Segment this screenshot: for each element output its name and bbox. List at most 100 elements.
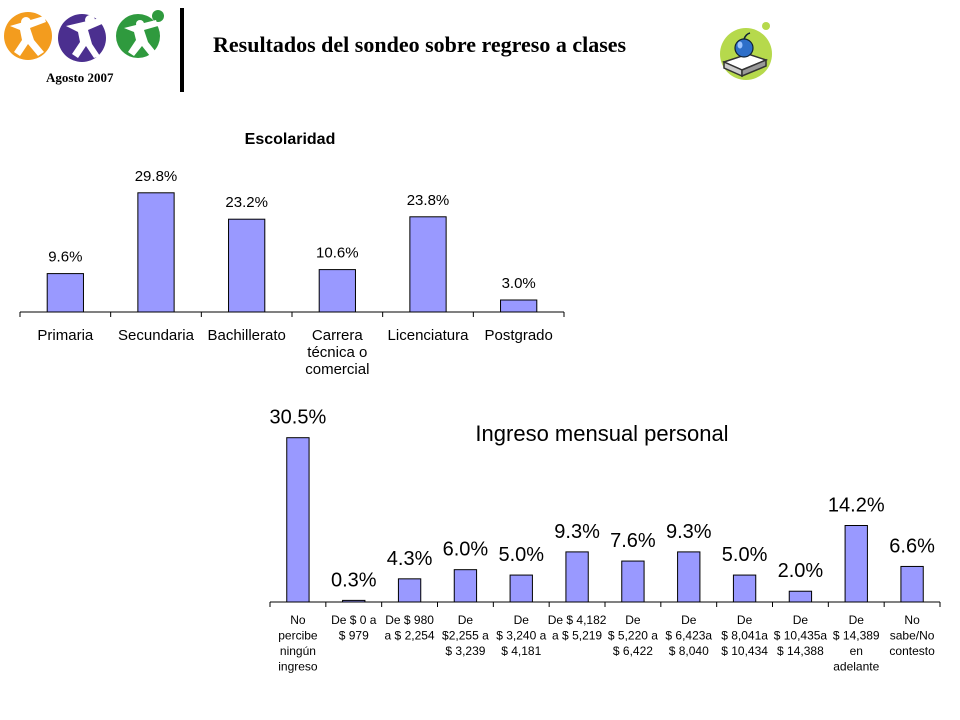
book-apple-icon (714, 20, 774, 82)
bar (46, 273, 84, 313)
category-label-line: adelante (833, 660, 879, 674)
category-label: Postgrado (484, 327, 552, 344)
category-label-line: Licenciatura (388, 327, 470, 344)
category-label: De $ 8,041a$ 10,434 (721, 613, 768, 658)
data-label: 0.3% (331, 569, 377, 591)
category-label-line: De (849, 613, 865, 627)
data-label: 9.3% (666, 521, 712, 543)
bar (900, 565, 924, 603)
data-label: 4.3% (387, 548, 433, 570)
data-label: 14.2% (828, 495, 885, 517)
escolaridad-chart-title: Escolaridad (245, 131, 336, 148)
category-label-line: $ 8,041a (721, 629, 768, 643)
logo-figure-orange-icon (4, 12, 52, 60)
category-label: De $ 10,435a$ 14,388 (774, 613, 828, 658)
category-label-line: $ 979 (339, 629, 369, 643)
category-label-line: comercial (305, 361, 369, 378)
category-label-line: ingreso (278, 660, 318, 674)
category-label-line: $ 3,240 a (496, 629, 546, 643)
category-label-line: De (681, 613, 697, 627)
category-label: De $ 0 a $ 979 (331, 613, 377, 643)
category-label: De $ 3,240 a$ 4,181 (496, 613, 546, 658)
category-label-line: $ 8,040 (669, 644, 709, 658)
bar (565, 551, 589, 603)
category-label-line: $ 5,220 a (608, 629, 658, 643)
data-label: 7.6% (610, 530, 656, 552)
data-label: 6.0% (443, 539, 489, 561)
bar (844, 525, 868, 603)
bar (409, 216, 447, 313)
category-label: De $ 980 a $ 2,254 (385, 613, 435, 643)
category-label-line: técnica o (307, 344, 367, 361)
data-label: 29.8% (135, 168, 178, 185)
category-label-line: No (904, 613, 920, 627)
category-label-line: $ 4,181 (501, 644, 541, 658)
category-label-line: No (290, 613, 306, 627)
category-label: De $ 6,423a$ 8,040 (665, 613, 712, 658)
data-label: 5.0% (498, 544, 544, 566)
page-title: Resultados del sondeo sobre regreso a cl… (213, 32, 627, 57)
category-label-line: De (514, 613, 530, 627)
category-label: De $2,255 a$ 3,239 (442, 613, 489, 658)
category-label-line: Primaria (37, 327, 93, 344)
category-label-line: a $ 2,254 (385, 629, 435, 643)
header-divider (180, 8, 184, 92)
bar (677, 551, 701, 603)
category-label-line: en (850, 644, 863, 658)
category-label-line: De (458, 613, 474, 627)
data-label: 9.6% (48, 249, 82, 266)
bar (286, 437, 310, 603)
data-label: 2.0% (778, 560, 824, 582)
bar (621, 560, 645, 603)
bar (228, 218, 266, 313)
category-label-line: $ 6,422 (613, 644, 653, 658)
bar (318, 269, 356, 313)
bar (137, 192, 175, 313)
bar (788, 590, 813, 603)
category-label-line: $ 10,435a (774, 629, 828, 643)
category-label-line: contesto (889, 644, 935, 658)
category-label-line: a $ 5,219 (552, 629, 602, 643)
logo-figure-green-icon (116, 10, 164, 58)
category-label-line: $ 10,434 (721, 644, 768, 658)
category-label-line: De $ 4,182 (548, 613, 607, 627)
data-label: 5.0% (722, 544, 768, 566)
category-label-line: De (625, 613, 641, 627)
data-label: 30.5% (270, 407, 327, 429)
bar (453, 569, 478, 603)
category-label-line: Bachillerato (207, 327, 285, 344)
category-label: Secundaria (118, 327, 195, 344)
data-label: 10.6% (316, 245, 359, 262)
category-label-line: $ 6,423a (665, 629, 712, 643)
bar (732, 574, 757, 603)
data-label: 23.2% (225, 194, 268, 211)
category-label-line: ningún (280, 644, 316, 658)
category-label-line: Secundaria (118, 327, 195, 344)
ingreso-chart-title: Ingreso mensual personal (475, 421, 728, 446)
data-label: 6.6% (889, 535, 935, 557)
category-label-line: Carrera (312, 327, 364, 344)
category-label-line: De $ 0 a (331, 613, 377, 627)
category-label: Licenciatura (388, 327, 470, 344)
category-label-line: $ 14,389 (833, 629, 880, 643)
category-label-line: $ 3,239 (445, 644, 485, 658)
data-label: 23.8% (407, 192, 450, 209)
category-label-line: De $ 980 (385, 613, 434, 627)
category-label-line: percibe (278, 629, 318, 643)
data-label: 9.3% (554, 521, 600, 543)
report-date: Agosto 2007 (46, 70, 114, 85)
bar (397, 578, 422, 603)
category-label: Bachillerato (207, 327, 285, 344)
category-label: Primaria (37, 327, 93, 344)
category-label: De $ 5,220 a$ 6,422 (608, 613, 658, 658)
bar (509, 574, 533, 603)
data-label: 3.0% (502, 275, 536, 292)
category-label: De $ 4,182 a $ 5,219 (548, 613, 607, 643)
category-label-line: De (793, 613, 809, 627)
